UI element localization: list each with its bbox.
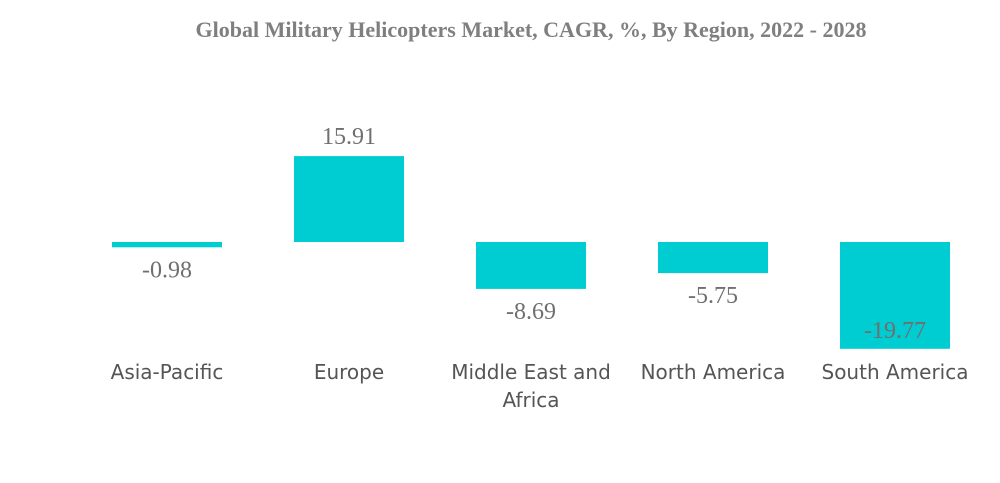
bar-1: [294, 156, 404, 242]
category-label-2: Middle East and Africa: [451, 360, 611, 412]
bar-2: [476, 242, 586, 289]
data-label-4: -19.77: [864, 318, 926, 344]
category-label-1: Europe: [314, 360, 384, 384]
bar-0: [112, 242, 222, 248]
category-label-3: North America: [641, 360, 786, 384]
category-label-4: South America: [822, 360, 969, 384]
data-label-2: -8.69: [506, 299, 556, 325]
bar-4: [840, 242, 950, 349]
data-label-1: 15.91: [322, 124, 376, 150]
data-label-3: -5.75: [688, 283, 738, 309]
chart-title: Global Military Helicopters Market, CAGR…: [196, 17, 867, 42]
bar-3: [658, 242, 768, 274]
category-label-0: Asia-Pacific: [111, 360, 224, 384]
plot-area: -0.98 Asia-Pacific 15.91 Europe -8.69 Middle …: [111, 124, 969, 412]
data-label-0: -0.98: [142, 257, 192, 283]
